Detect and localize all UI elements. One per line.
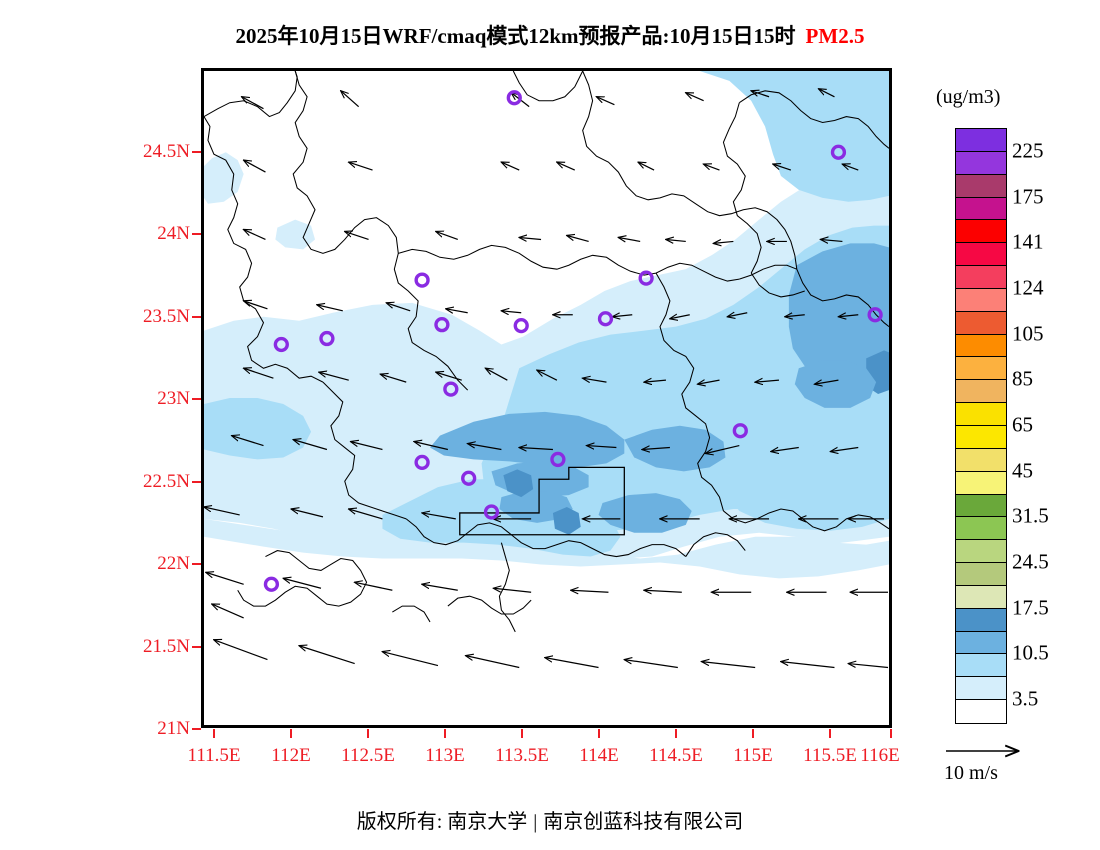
title-main-text: 2025年10月15日WRF/cmaq模式12km预报产品:10月15日15时 xyxy=(235,24,796,48)
footer-left-text: 版权所有: 南京大学 xyxy=(356,811,528,833)
colorbar-swatch xyxy=(956,151,1006,175)
y-axis-label-0: 24.5N xyxy=(143,141,190,162)
colorbar-tick-label: 3.5 xyxy=(1012,686,1039,711)
colorbar-swatch xyxy=(956,563,1006,586)
y-tick-1 xyxy=(192,233,201,235)
y-axis-label-2: 23.5N xyxy=(143,306,190,327)
y-tick-7 xyxy=(192,728,201,730)
footer-separator: | xyxy=(533,811,538,833)
x-axis-label-4: 113.5E xyxy=(495,745,549,766)
y-axis-label-3: 23N xyxy=(157,388,190,409)
hk-sar-box xyxy=(459,466,625,536)
title-species-text: PM2.5 xyxy=(805,24,865,48)
map-plot-area[interactable] xyxy=(201,68,892,728)
colorbar-swatch xyxy=(956,220,1006,244)
colorbar-swatch xyxy=(956,243,1006,267)
colorbar-tick-label: 124 xyxy=(1012,275,1044,300)
y-axis-label-5: 22N xyxy=(157,553,190,574)
wind-vector-field xyxy=(204,89,889,669)
x-tick-4 xyxy=(521,729,523,738)
colorbar-swatch xyxy=(956,129,1006,152)
x-tick-0 xyxy=(213,729,215,738)
colorbar-swatch xyxy=(956,334,1006,358)
colorbar-swatch xyxy=(956,700,1006,723)
page-title: 2025年10月15日WRF/cmaq模式12km预报产品:10月15日15时 P… xyxy=(0,20,1100,50)
y-axis-label-6: 21.5N xyxy=(143,636,190,657)
colorbar-tick-label: 24.5 xyxy=(1012,549,1049,574)
colorbar-unit-label: (ug/m3) xyxy=(936,86,1001,108)
x-axis-label-2: 112.5E xyxy=(341,745,395,766)
colorbar-swatch xyxy=(956,654,1006,678)
x-tick-6 xyxy=(675,729,677,738)
y-tick-0 xyxy=(192,151,201,153)
x-axis-label-6: 114.5E xyxy=(649,745,703,766)
x-axis-label-5: 114E xyxy=(579,745,619,766)
x-tick-3 xyxy=(444,729,446,738)
colorbar-tick-label: 225 xyxy=(1012,138,1044,163)
x-axis-label-3: 113E xyxy=(425,745,465,766)
x-axis-label-0: 111.5E xyxy=(187,745,241,766)
colorbar-tick-label: 141 xyxy=(1012,229,1044,254)
colorbar-swatch xyxy=(956,540,1006,564)
colorbar-swatch xyxy=(956,494,1006,518)
colorbar-swatch xyxy=(956,448,1006,472)
y-tick-4 xyxy=(192,481,201,483)
colorbar-swatch xyxy=(956,426,1006,449)
y-tick-2 xyxy=(192,316,201,318)
colorbar-swatch xyxy=(956,380,1006,404)
x-tick-7 xyxy=(752,729,754,738)
x-axis-label-7: 115E xyxy=(733,745,773,766)
colorbar-swatch xyxy=(956,174,1006,198)
y-axis-label-1: 24N xyxy=(157,223,190,244)
colorbar-swatch xyxy=(956,517,1006,541)
x-axis-label-1: 112E xyxy=(271,745,311,766)
colorbar-tick-label: 65 xyxy=(1012,412,1033,437)
map-canvas xyxy=(204,71,889,725)
colorbar[interactable] xyxy=(955,128,1007,724)
colorbar-swatch xyxy=(956,197,1006,221)
x-tick-1 xyxy=(290,729,292,738)
colorbar-swatch xyxy=(956,403,1006,426)
arrow-right-icon xyxy=(946,738,1080,764)
colorbar-tick-label: 17.5 xyxy=(1012,595,1049,620)
wind-scale-label: 10 m/s xyxy=(944,762,998,784)
colorbar-swatch xyxy=(956,266,1006,289)
colorbar-swatch xyxy=(956,471,1006,495)
footer-copyright: 版权所有: 南京大学 | 南京创蓝科技有限公司 xyxy=(0,805,1100,834)
x-tick-9 xyxy=(890,729,892,738)
colorbar-swatch xyxy=(956,357,1006,381)
colorbar-swatch xyxy=(956,311,1006,335)
y-tick-3 xyxy=(192,398,201,400)
x-axis-label-8: 115.5E xyxy=(803,745,857,766)
colorbar-tick-label: 175 xyxy=(1012,184,1044,209)
colorbar-tick-label: 31.5 xyxy=(1012,503,1049,528)
y-axis-label-4: 22.5N xyxy=(143,471,190,492)
station-marker-layer xyxy=(263,90,883,592)
colorbar-swatch xyxy=(956,677,1006,701)
wind-scale-legend: 10 m/s xyxy=(940,738,1090,790)
y-axis-label-7: 21N xyxy=(157,718,190,739)
colorbar-swatch xyxy=(956,288,1006,312)
footer-right-text: 南京创蓝科技有限公司 xyxy=(543,811,744,833)
colorbar-swatch xyxy=(956,631,1006,655)
colorbar-tick-label: 105 xyxy=(1012,321,1044,346)
x-tick-2 xyxy=(367,729,369,738)
x-axis-label-9: 116E xyxy=(860,745,900,766)
y-tick-6 xyxy=(192,646,201,648)
concentration-field xyxy=(204,71,889,725)
x-tick-8 xyxy=(829,729,831,738)
colorbar-tick-label: 10.5 xyxy=(1012,640,1049,665)
colorbar-tick-label: 85 xyxy=(1012,366,1033,391)
x-tick-5 xyxy=(598,729,600,738)
y-tick-5 xyxy=(192,563,201,565)
colorbar-swatch xyxy=(956,608,1006,632)
colorbar-swatch xyxy=(956,585,1006,609)
colorbar-tick-label: 45 xyxy=(1012,458,1033,483)
